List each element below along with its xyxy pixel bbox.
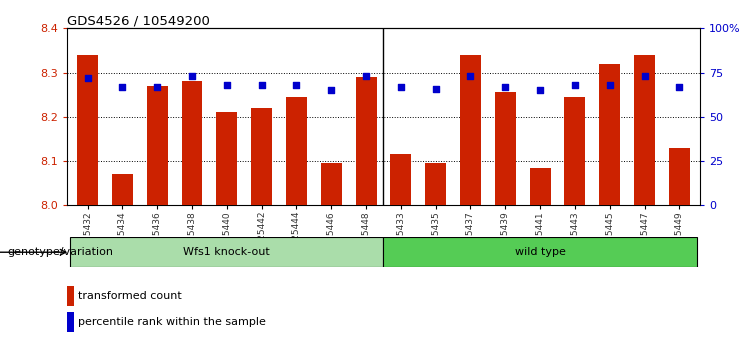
Bar	[391, 154, 411, 205]
Point	[395, 84, 407, 90]
Text: GDS4526 / 10549200: GDS4526 / 10549200	[67, 14, 210, 27]
Bar	[182, 81, 202, 205]
Bar	[669, 148, 690, 205]
Bar	[67, 286, 73, 306]
Point	[151, 84, 163, 90]
Bar	[112, 175, 133, 205]
Bar	[634, 55, 655, 205]
Point	[430, 86, 442, 91]
Point	[360, 73, 372, 79]
Point	[569, 82, 581, 88]
Bar	[321, 163, 342, 205]
Point	[221, 82, 233, 88]
Bar	[286, 97, 307, 205]
Bar	[599, 64, 620, 205]
Point	[604, 82, 616, 88]
Bar	[70, 237, 384, 267]
Bar	[77, 55, 98, 205]
Text: transformed count: transformed count	[79, 291, 182, 301]
Text: wild type: wild type	[515, 247, 565, 257]
Point	[499, 84, 511, 90]
Point	[534, 87, 546, 93]
Text: Wfs1 knock-out: Wfs1 knock-out	[184, 247, 270, 257]
Text: percentile rank within the sample: percentile rank within the sample	[79, 317, 266, 327]
Point	[639, 73, 651, 79]
Bar	[147, 86, 167, 205]
Bar	[216, 112, 237, 205]
Point	[116, 84, 128, 90]
Point	[186, 73, 198, 79]
Point	[674, 84, 685, 90]
Bar	[67, 312, 73, 332]
Point	[82, 75, 93, 81]
Bar	[251, 108, 272, 205]
Text: genotype/variation: genotype/variation	[7, 247, 113, 257]
Point	[290, 82, 302, 88]
Point	[256, 82, 268, 88]
Bar	[565, 97, 585, 205]
Bar	[384, 237, 697, 267]
Point	[465, 73, 476, 79]
Bar	[495, 92, 516, 205]
Bar	[356, 77, 376, 205]
Point	[325, 87, 337, 93]
Bar	[530, 168, 551, 205]
Bar	[460, 55, 481, 205]
Bar	[425, 163, 446, 205]
